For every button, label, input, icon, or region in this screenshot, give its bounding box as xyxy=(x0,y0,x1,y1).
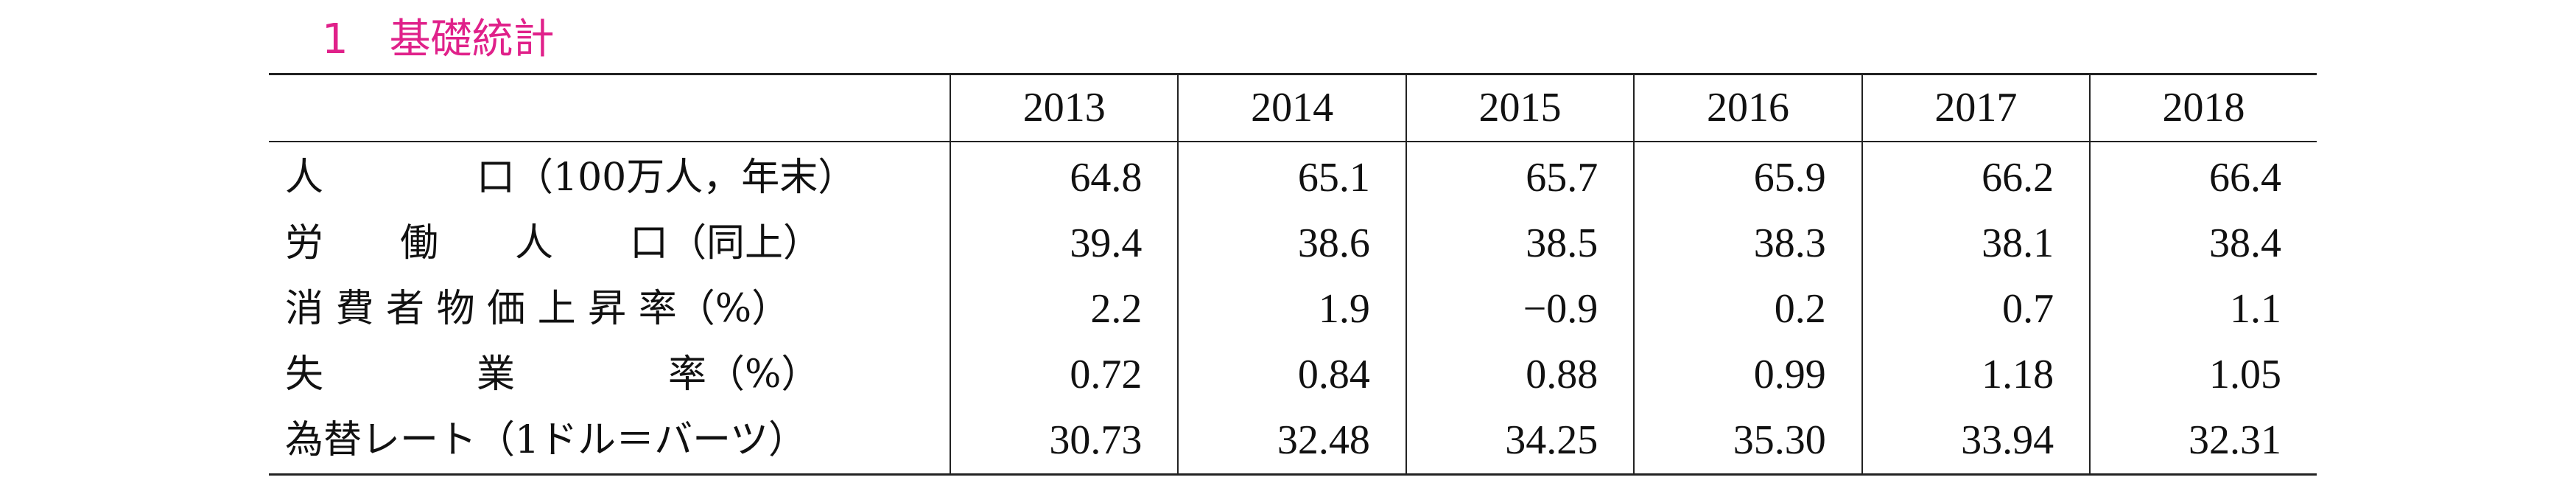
value-cell: 2.2 xyxy=(949,276,1179,342)
table-row: 失 業 率（%） 0.72 0.84 0.88 0.99 1.18 1.05 xyxy=(269,342,2317,408)
value-cell: 64.8 xyxy=(949,142,1179,211)
value-cell: 0.7 xyxy=(1861,276,2091,342)
value-cell: −0.9 xyxy=(1405,276,1635,342)
corner-cell xyxy=(269,74,950,142)
value-cell: 38.3 xyxy=(1633,211,1862,276)
value-cell: 1.18 xyxy=(1861,342,2091,408)
value-cell: 0.88 xyxy=(1405,342,1635,408)
table-row: 労 働 人 口（同上） 39.4 38.6 38.5 38.3 38.1 38.4 xyxy=(269,211,2317,276)
table-row: 為替レート（1ドル＝バーツ） 30.73 32.48 34.25 35.30 33.94 3… xyxy=(269,408,2317,475)
value-cell: 66.4 xyxy=(2089,142,2317,211)
value-cell: 66.2 xyxy=(1861,142,2091,211)
row-label: 労 働 人 口（同上） xyxy=(285,221,822,265)
header-row: 2013 2014 2015 2016 2017 2018 xyxy=(269,74,2317,142)
year-header: 2015 xyxy=(1405,74,1635,142)
statistics-table: 2013 2014 2015 2016 2017 2018 人 口（100万人，年末） 64… xyxy=(269,73,2317,476)
table-row: 消 費 者 物 価 上 昇 率（%） 2.2 1.9 −0.9 0.2 0.7 1.1 xyxy=(269,276,2317,342)
section-title: 1 基礎統計 xyxy=(322,15,555,63)
row-label: 人 口（100万人，年末） xyxy=(285,156,857,200)
value-cell: 33.94 xyxy=(1861,408,2091,475)
row-label: 失 業 率（%） xyxy=(285,352,820,397)
value-cell: 34.25 xyxy=(1405,408,1635,475)
value-cell: 0.2 xyxy=(1633,276,1862,342)
value-cell: 65.1 xyxy=(1177,142,1406,211)
value-cell: 1.1 xyxy=(2089,276,2317,342)
year-header: 2013 xyxy=(949,74,1179,142)
value-cell: 1.9 xyxy=(1177,276,1406,342)
value-cell: 38.5 xyxy=(1405,211,1635,276)
value-cell: 38.4 xyxy=(2089,211,2317,276)
year-header: 2014 xyxy=(1177,74,1406,142)
value-cell: 39.4 xyxy=(949,211,1179,276)
value-cell: 1.05 xyxy=(2089,342,2317,408)
value-cell: 38.6 xyxy=(1177,211,1406,276)
row-label: 為替レート（1ドル＝バーツ） xyxy=(285,418,807,462)
value-cell: 65.9 xyxy=(1633,142,1862,211)
year-header: 2018 xyxy=(2089,74,2317,142)
year-header: 2016 xyxy=(1633,74,1862,142)
table-row: 人 口（100万人，年末） 64.8 65.1 65.7 65.9 66.2 66.4 xyxy=(269,142,2317,211)
value-cell: 30.73 xyxy=(949,408,1179,475)
value-cell: 0.84 xyxy=(1177,342,1406,408)
value-cell: 38.1 xyxy=(1861,211,2091,276)
value-cell: 0.99 xyxy=(1633,342,1862,408)
value-cell: 65.7 xyxy=(1405,142,1635,211)
value-cell: 35.30 xyxy=(1633,408,1862,475)
row-label: 消 費 者 物 価 上 昇 率（%） xyxy=(285,287,790,331)
value-cell: 32.31 xyxy=(2089,408,2317,475)
value-cell: 0.72 xyxy=(949,342,1179,408)
table-body: 人 口（100万人，年末） 64.8 65.1 65.7 65.9 66.2 66.4 労 働… xyxy=(269,142,2317,475)
value-cell: 32.48 xyxy=(1177,408,1406,475)
year-header: 2017 xyxy=(1861,74,2091,142)
